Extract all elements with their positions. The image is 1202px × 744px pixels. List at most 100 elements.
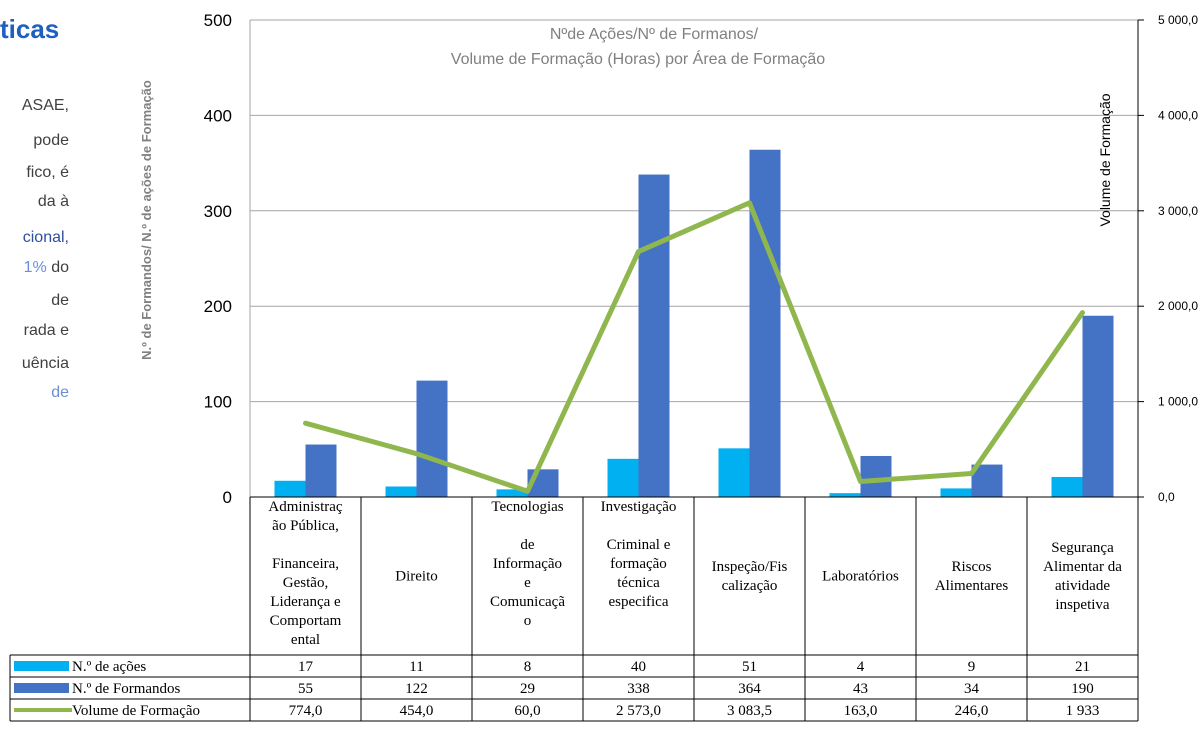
table-cell-value: 163,0 — [844, 703, 878, 719]
category-label: Tecnologias de Informação e Comunicaçã o — [490, 499, 565, 629]
legend-label: Volume de Formação — [72, 703, 200, 719]
right-tick-label: 3 000,0 — [1158, 204, 1198, 218]
paragraph-fragment: cional, — [23, 229, 69, 246]
paragraph-fragment: de — [51, 292, 69, 309]
table-cell-value: 40 — [631, 659, 646, 675]
left-tick-label: 300 — [204, 202, 232, 221]
category-label-line: Gestão, — [283, 575, 328, 591]
category-label-line: formação — [610, 556, 667, 572]
paragraph-line: de — [51, 292, 69, 309]
table-cell-value: 51 — [742, 659, 757, 675]
category-label-line: Alimentar da — [1043, 559, 1122, 575]
left-tick-label: 500 — [204, 11, 232, 30]
category-label-line: ão Pública, — [272, 518, 339, 534]
table-cell-value: 11 — [409, 659, 423, 675]
y-axis-right-label: Volume de Formação — [1097, 93, 1113, 226]
category-label-line: Criminal e — [607, 537, 671, 553]
chart-title-line1: Nºde Ações/Nº de Formanos/ — [550, 26, 759, 43]
category-label-line: Comunicaçã — [490, 594, 565, 610]
paragraph-line: rada e — [24, 322, 69, 339]
category-label-line: Investigação — [601, 499, 677, 515]
bar-formandos — [305, 444, 337, 497]
table-cell-value: 3 083,5 — [727, 703, 772, 719]
category-label-line: Informação — [493, 556, 562, 572]
legend-label: N.º de ações — [72, 659, 146, 675]
category-label-line: Laboratórios — [822, 569, 899, 585]
bar-formandos — [749, 149, 781, 497]
category-label-line: Administraç — [268, 499, 342, 515]
paragraph-line: ASAE, — [22, 97, 69, 114]
paragraph-fragment: rada e — [24, 322, 69, 339]
bar-formandos — [860, 455, 892, 497]
right-tick-label: 5 000,0 — [1158, 13, 1198, 27]
table-cell-value: 34 — [964, 681, 980, 697]
table-cell-value: 364 — [738, 681, 761, 697]
category-label-line: Comportam — [270, 613, 342, 629]
category-label: Riscos Alimentares — [935, 559, 1008, 594]
paragraph-fragment: fico, é — [26, 164, 69, 181]
paragraph-line: cional, — [23, 229, 69, 246]
table-cell-value: 4 — [857, 659, 865, 675]
data-table: Administraç ão Pública, Financeira, Gestão,… — [9, 497, 1139, 722]
category-label-line: ental — [291, 632, 320, 648]
paragraph-line: pode — [33, 132, 69, 149]
category-label-line: Liderança e — [270, 594, 341, 610]
paragraph-line: de — [51, 384, 69, 401]
left-tick-label: 100 — [204, 393, 232, 412]
category-label: Investigação Criminal e formação técnica esp… — [601, 499, 677, 610]
bar-acoes — [1051, 476, 1083, 497]
table-cell-value: 190 — [1071, 681, 1094, 697]
table-cell-value: 454,0 — [400, 703, 434, 719]
table-cell-value: 9 — [968, 659, 976, 675]
paragraph-fragment: uência — [22, 355, 69, 372]
table-cell-value: 246,0 — [955, 703, 989, 719]
table-cell-value: 774,0 — [289, 703, 323, 719]
bar-formandos — [416, 380, 448, 497]
y-axis-left-label: N.º de Formandos/ N.º de ações de Formaç… — [139, 80, 154, 360]
category-label-line: técnica — [617, 575, 660, 591]
category-label-line: Tecnologias — [491, 499, 563, 515]
bar-acoes — [940, 488, 972, 497]
left-tick-label: 0 — [223, 488, 232, 507]
category-label-line: especifica — [609, 594, 669, 610]
category-label: Administraç ão Pública, Financeira, Gestão,… — [268, 499, 342, 648]
right-tick-label: 4 000,0 — [1158, 108, 1198, 122]
paragraph-fragment: ASAE, — [22, 97, 69, 114]
right-tick-label: 2 000,0 — [1158, 299, 1198, 313]
paragraph-lines: ASAE, pode fico, é da à cional, 1% do de rada e… — [22, 97, 69, 401]
category-label-line: o — [524, 613, 532, 629]
bar-acoes — [385, 486, 417, 497]
right-tick-label: 0,0 — [1158, 490, 1175, 504]
category-label-line: e — [524, 575, 531, 591]
legend-key — [14, 661, 69, 671]
category-label-line: Segurança — [1051, 540, 1114, 556]
chart-title-line2: Volume de Formação (Horas) por Área de F… — [451, 49, 825, 68]
paragraph-fragment: pode — [33, 132, 69, 149]
legend-key — [14, 683, 69, 693]
table-cell-value: 43 — [853, 681, 868, 697]
category-label-line: de — [520, 537, 535, 553]
table-cell-value: 1 933 — [1066, 703, 1100, 719]
table-cell-value: 17 — [298, 659, 314, 675]
right-tick-label: 1 000,0 — [1158, 395, 1198, 409]
category-label-line: atividade — [1055, 578, 1110, 594]
section-heading: ticas — [0, 14, 59, 44]
table-cell-value: 60,0 — [514, 703, 540, 719]
bar-formandos — [638, 174, 670, 497]
table-cell-value: 29 — [520, 681, 535, 697]
paragraph-line: uência — [22, 355, 69, 372]
bar-acoes — [496, 489, 528, 497]
left-tick-label: 400 — [204, 106, 232, 125]
category-label-line: Riscos — [951, 559, 991, 575]
bar-formandos — [1082, 315, 1114, 497]
plot-area: 0 100 200 300 400 500 0,0 1 000,0 2 000,0 3 000,0… — [139, 11, 1198, 507]
category-label-line: Financeira, — [272, 556, 339, 572]
paragraph-fragment: do — [47, 259, 69, 276]
category-label-line: inspetiva — [1055, 597, 1109, 613]
category-label-line: Direito — [395, 569, 438, 585]
category-label-line: Alimentares — [935, 578, 1008, 594]
left-text-panel: ticas ASAE, pode fico, é da à cional, 1% do de… — [0, 14, 69, 401]
paragraph-line: da à — [38, 193, 69, 210]
bar-acoes — [718, 448, 750, 497]
